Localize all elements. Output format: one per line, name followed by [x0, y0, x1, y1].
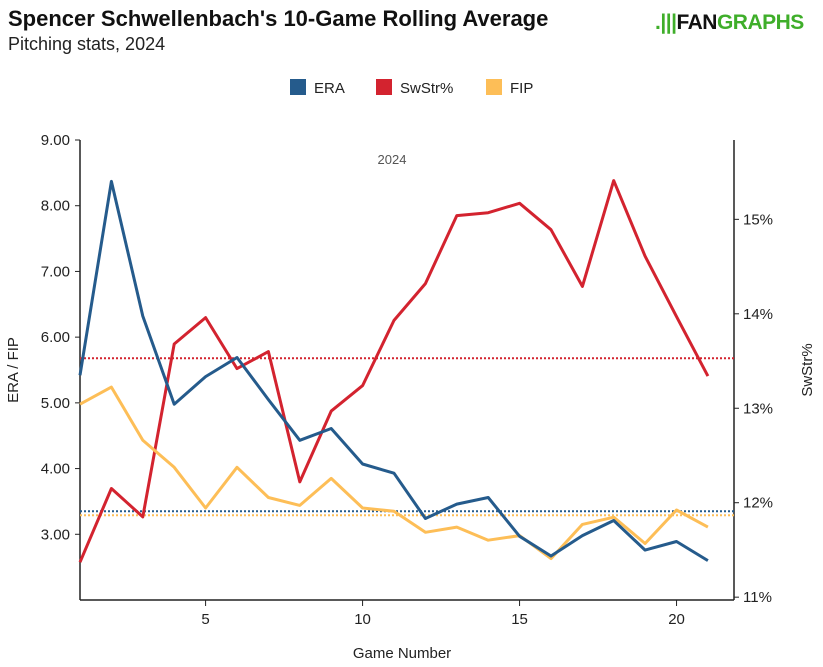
- legend-label: FIP: [510, 80, 533, 97]
- y-right-tick-label: 11%: [743, 589, 772, 606]
- y-left-tick-label: 8.00: [41, 198, 70, 215]
- fangraphs-logo: .|||FANGRAPHS: [655, 11, 804, 35]
- y-right-tick-label: 15%: [743, 211, 773, 228]
- chart-title: Spencer Schwellenbach's 10-Game Rolling …: [8, 6, 549, 31]
- x-tick-label: 20: [668, 611, 685, 628]
- y-left-tick-label: 7.00: [41, 263, 70, 280]
- logo-bars-icon: .|||: [655, 11, 677, 34]
- x-tick-label: 10: [354, 611, 371, 628]
- y-left-tick-label: 5.00: [41, 395, 70, 412]
- y-right-tick-label: 13%: [743, 400, 773, 417]
- logo-fan: FAN: [676, 11, 717, 34]
- legend-label: ERA: [314, 80, 345, 97]
- y-left-axis-label: ERA / FIP: [5, 337, 22, 403]
- y-left-tick-label: 4.00: [41, 461, 70, 478]
- y-right-axis-label: SwStr%: [799, 343, 816, 396]
- legend-swatch-era: [290, 79, 306, 95]
- series-line-era: [78, 179, 709, 562]
- y-left-tick-label: 9.00: [41, 132, 70, 149]
- year-annotation: 2024: [378, 152, 407, 167]
- x-tick-label: 15: [511, 611, 528, 628]
- y-left-tick-label: 3.00: [41, 526, 70, 543]
- legend-label: SwStr%: [400, 80, 453, 97]
- legend-swatch-fip: [486, 79, 502, 95]
- series-line-swstr: [78, 179, 710, 563]
- x-axis-label: Game Number: [353, 645, 451, 662]
- y-right-tick-label: 14%: [743, 306, 773, 323]
- y-right-tick-label: 12%: [743, 495, 773, 512]
- chart-subtitle: Pitching stats, 2024: [8, 34, 166, 54]
- y-left-tick-label: 6.00: [41, 329, 70, 346]
- logo-graphs: GRAPHS: [716, 11, 804, 34]
- legend-swatch-swstr: [376, 79, 392, 95]
- x-tick-label: 5: [201, 611, 209, 628]
